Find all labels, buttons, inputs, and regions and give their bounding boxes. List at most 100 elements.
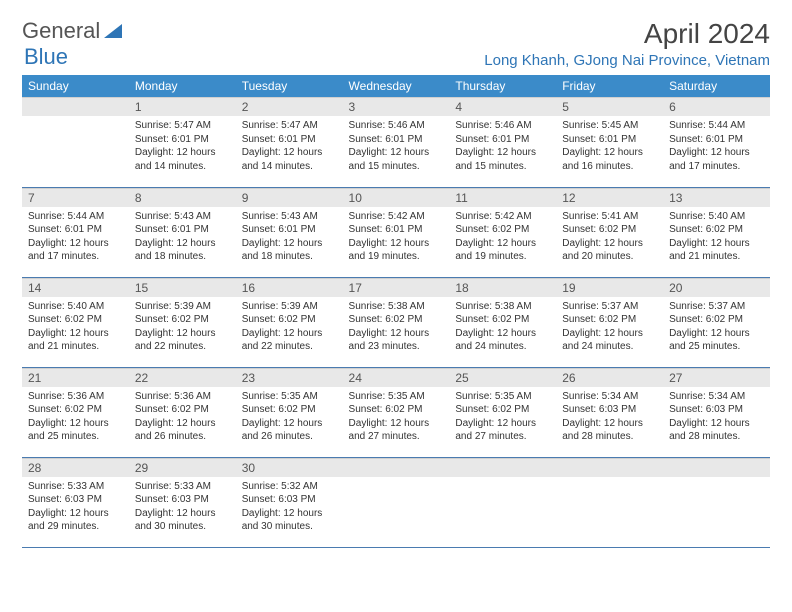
day-number: 29 xyxy=(129,458,236,477)
day-details: Sunrise: 5:46 AMSunset: 6:01 PMDaylight:… xyxy=(343,116,450,179)
day-number-empty xyxy=(22,97,129,116)
day-cell: 24Sunrise: 5:35 AMSunset: 6:02 PMDayligh… xyxy=(343,367,450,457)
day-header: Wednesday xyxy=(343,75,450,97)
day-number: 3 xyxy=(343,97,450,116)
day-number: 8 xyxy=(129,188,236,207)
day-details: Sunrise: 5:44 AMSunset: 6:01 PMDaylight:… xyxy=(22,207,129,270)
day-details: Sunrise: 5:32 AMSunset: 6:03 PMDaylight:… xyxy=(236,477,343,540)
day-details: Sunrise: 5:40 AMSunset: 6:02 PMDaylight:… xyxy=(663,207,770,270)
day-number: 14 xyxy=(22,278,129,297)
calendar-table: Sunday Monday Tuesday Wednesday Thursday… xyxy=(22,75,770,548)
day-details: Sunrise: 5:47 AMSunset: 6:01 PMDaylight:… xyxy=(129,116,236,179)
day-number: 4 xyxy=(449,97,556,116)
day-number-empty xyxy=(663,458,770,477)
day-number: 24 xyxy=(343,368,450,387)
day-cell: 17Sunrise: 5:38 AMSunset: 6:02 PMDayligh… xyxy=(343,277,450,367)
day-cell: 2Sunrise: 5:47 AMSunset: 6:01 PMDaylight… xyxy=(236,97,343,187)
day-cell: 15Sunrise: 5:39 AMSunset: 6:02 PMDayligh… xyxy=(129,277,236,367)
day-details: Sunrise: 5:39 AMSunset: 6:02 PMDaylight:… xyxy=(236,297,343,360)
day-cell xyxy=(22,97,129,187)
logo-text-1: General xyxy=(22,18,100,44)
day-details: Sunrise: 5:35 AMSunset: 6:02 PMDaylight:… xyxy=(343,387,450,450)
day-number: 22 xyxy=(129,368,236,387)
day-header: Saturday xyxy=(663,75,770,97)
day-cell xyxy=(556,457,663,547)
week-row: 28Sunrise: 5:33 AMSunset: 6:03 PMDayligh… xyxy=(22,457,770,547)
title-block: April 2024 Long Khanh, GJong Nai Provinc… xyxy=(484,18,770,69)
day-cell: 12Sunrise: 5:41 AMSunset: 6:02 PMDayligh… xyxy=(556,187,663,277)
week-row: 21Sunrise: 5:36 AMSunset: 6:02 PMDayligh… xyxy=(22,367,770,457)
day-number: 10 xyxy=(343,188,450,207)
day-number: 26 xyxy=(556,368,663,387)
day-details: Sunrise: 5:37 AMSunset: 6:02 PMDaylight:… xyxy=(556,297,663,360)
day-details: Sunrise: 5:44 AMSunset: 6:01 PMDaylight:… xyxy=(663,116,770,179)
logo-text-2: Blue xyxy=(24,44,68,70)
day-header: Tuesday xyxy=(236,75,343,97)
logo-sail-icon xyxy=(102,22,124,40)
day-details: Sunrise: 5:36 AMSunset: 6:02 PMDaylight:… xyxy=(129,387,236,450)
day-cell: 29Sunrise: 5:33 AMSunset: 6:03 PMDayligh… xyxy=(129,457,236,547)
day-number: 17 xyxy=(343,278,450,297)
day-number: 25 xyxy=(449,368,556,387)
day-number: 5 xyxy=(556,97,663,116)
day-details: Sunrise: 5:35 AMSunset: 6:02 PMDaylight:… xyxy=(236,387,343,450)
day-details: Sunrise: 5:38 AMSunset: 6:02 PMDaylight:… xyxy=(449,297,556,360)
day-details: Sunrise: 5:42 AMSunset: 6:02 PMDaylight:… xyxy=(449,207,556,270)
day-number: 23 xyxy=(236,368,343,387)
day-cell: 6Sunrise: 5:44 AMSunset: 6:01 PMDaylight… xyxy=(663,97,770,187)
day-details: Sunrise: 5:47 AMSunset: 6:01 PMDaylight:… xyxy=(236,116,343,179)
day-details: Sunrise: 5:39 AMSunset: 6:02 PMDaylight:… xyxy=(129,297,236,360)
day-cell xyxy=(663,457,770,547)
day-number-empty xyxy=(343,458,450,477)
week-row: 14Sunrise: 5:40 AMSunset: 6:02 PMDayligh… xyxy=(22,277,770,367)
day-number: 9 xyxy=(236,188,343,207)
day-cell: 1Sunrise: 5:47 AMSunset: 6:01 PMDaylight… xyxy=(129,97,236,187)
logo: General xyxy=(22,18,124,44)
week-row: 7Sunrise: 5:44 AMSunset: 6:01 PMDaylight… xyxy=(22,187,770,277)
day-number: 1 xyxy=(129,97,236,116)
header: General April 2024 Long Khanh, GJong Nai… xyxy=(22,18,770,69)
day-cell: 28Sunrise: 5:33 AMSunset: 6:03 PMDayligh… xyxy=(22,457,129,547)
day-cell: 21Sunrise: 5:36 AMSunset: 6:02 PMDayligh… xyxy=(22,367,129,457)
day-cell xyxy=(449,457,556,547)
day-details: Sunrise: 5:36 AMSunset: 6:02 PMDaylight:… xyxy=(22,387,129,450)
day-number: 7 xyxy=(22,188,129,207)
day-cell: 3Sunrise: 5:46 AMSunset: 6:01 PMDaylight… xyxy=(343,97,450,187)
day-number: 19 xyxy=(556,278,663,297)
day-cell: 26Sunrise: 5:34 AMSunset: 6:03 PMDayligh… xyxy=(556,367,663,457)
day-cell: 20Sunrise: 5:37 AMSunset: 6:02 PMDayligh… xyxy=(663,277,770,367)
month-title: April 2024 xyxy=(484,18,770,50)
day-cell: 10Sunrise: 5:42 AMSunset: 6:01 PMDayligh… xyxy=(343,187,450,277)
day-details: Sunrise: 5:45 AMSunset: 6:01 PMDaylight:… xyxy=(556,116,663,179)
day-cell: 5Sunrise: 5:45 AMSunset: 6:01 PMDaylight… xyxy=(556,97,663,187)
day-header: Friday xyxy=(556,75,663,97)
day-number-empty xyxy=(556,458,663,477)
day-details: Sunrise: 5:33 AMSunset: 6:03 PMDaylight:… xyxy=(129,477,236,540)
day-details: Sunrise: 5:33 AMSunset: 6:03 PMDaylight:… xyxy=(22,477,129,540)
day-cell: 30Sunrise: 5:32 AMSunset: 6:03 PMDayligh… xyxy=(236,457,343,547)
day-details: Sunrise: 5:40 AMSunset: 6:02 PMDaylight:… xyxy=(22,297,129,360)
day-details: Sunrise: 5:35 AMSunset: 6:02 PMDaylight:… xyxy=(449,387,556,450)
day-number: 27 xyxy=(663,368,770,387)
day-cell: 27Sunrise: 5:34 AMSunset: 6:03 PMDayligh… xyxy=(663,367,770,457)
day-header: Sunday xyxy=(22,75,129,97)
day-details: Sunrise: 5:46 AMSunset: 6:01 PMDaylight:… xyxy=(449,116,556,179)
week-row: 1Sunrise: 5:47 AMSunset: 6:01 PMDaylight… xyxy=(22,97,770,187)
day-number-empty xyxy=(449,458,556,477)
day-number: 18 xyxy=(449,278,556,297)
day-cell: 4Sunrise: 5:46 AMSunset: 6:01 PMDaylight… xyxy=(449,97,556,187)
day-cell: 13Sunrise: 5:40 AMSunset: 6:02 PMDayligh… xyxy=(663,187,770,277)
day-cell: 23Sunrise: 5:35 AMSunset: 6:02 PMDayligh… xyxy=(236,367,343,457)
day-number: 30 xyxy=(236,458,343,477)
day-cell xyxy=(343,457,450,547)
day-cell: 7Sunrise: 5:44 AMSunset: 6:01 PMDaylight… xyxy=(22,187,129,277)
day-cell: 25Sunrise: 5:35 AMSunset: 6:02 PMDayligh… xyxy=(449,367,556,457)
day-cell: 8Sunrise: 5:43 AMSunset: 6:01 PMDaylight… xyxy=(129,187,236,277)
day-cell: 9Sunrise: 5:43 AMSunset: 6:01 PMDaylight… xyxy=(236,187,343,277)
day-details: Sunrise: 5:43 AMSunset: 6:01 PMDaylight:… xyxy=(129,207,236,270)
day-number: 13 xyxy=(663,188,770,207)
day-cell: 16Sunrise: 5:39 AMSunset: 6:02 PMDayligh… xyxy=(236,277,343,367)
day-number: 11 xyxy=(449,188,556,207)
day-details: Sunrise: 5:42 AMSunset: 6:01 PMDaylight:… xyxy=(343,207,450,270)
day-details: Sunrise: 5:37 AMSunset: 6:02 PMDaylight:… xyxy=(663,297,770,360)
